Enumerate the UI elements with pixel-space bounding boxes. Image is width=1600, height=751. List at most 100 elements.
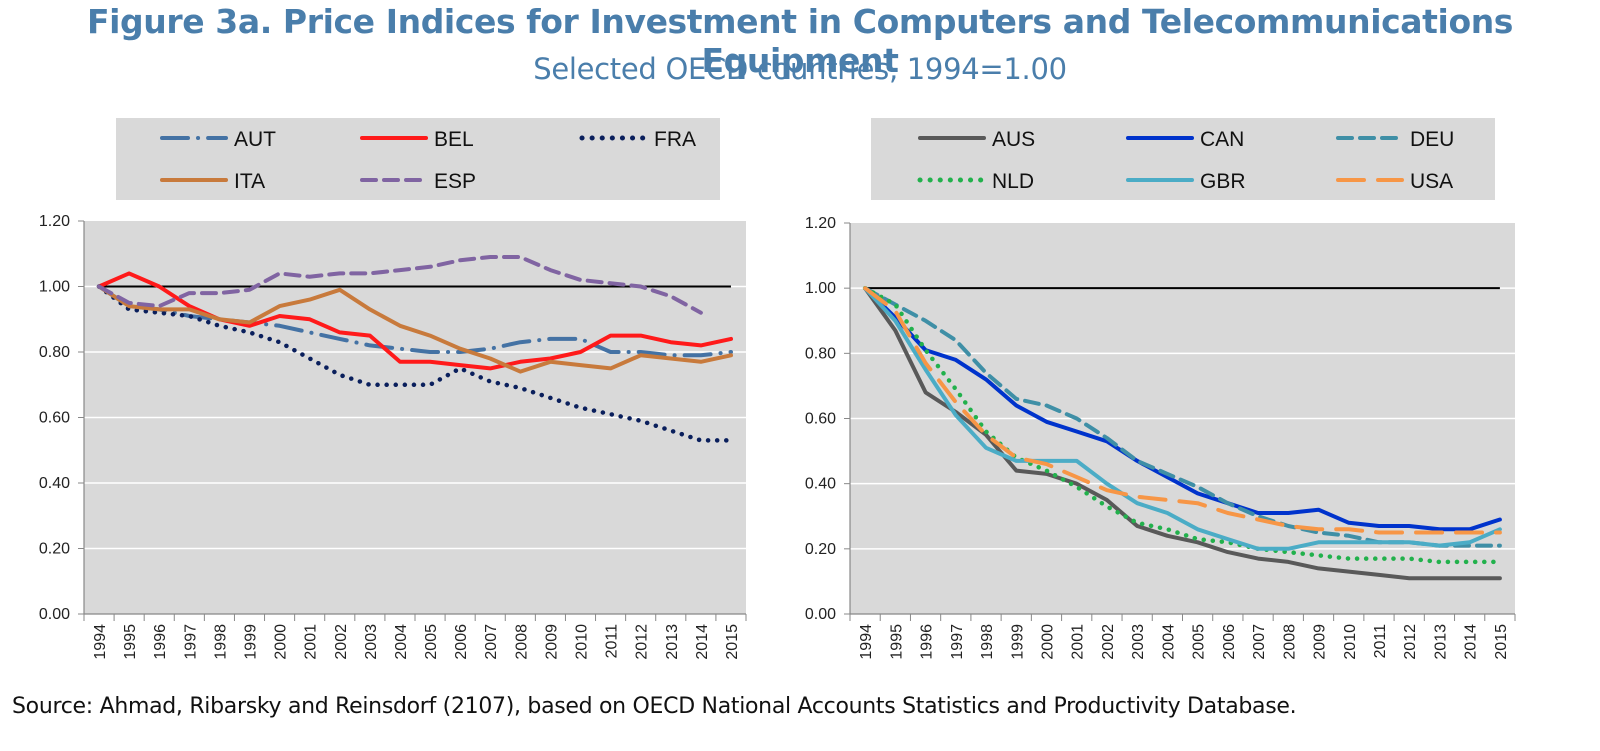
data-point-gbr bbox=[1135, 501, 1139, 505]
data-point-usa bbox=[1498, 531, 1502, 535]
data-point-bel bbox=[398, 360, 402, 364]
data-point-esp bbox=[368, 271, 372, 275]
x-tick-label: 2000 bbox=[1039, 624, 1056, 660]
x-tick-label: 2004 bbox=[1160, 624, 1177, 660]
data-point-esp bbox=[669, 294, 673, 298]
data-point-deu bbox=[984, 371, 988, 375]
data-point-gbr bbox=[1437, 544, 1441, 548]
data-point-usa bbox=[1437, 531, 1441, 535]
data-point-esp bbox=[97, 285, 101, 289]
data-point-esp bbox=[217, 291, 221, 295]
y-tick-label: 1.00 bbox=[39, 279, 70, 296]
data-point-ita bbox=[699, 360, 703, 364]
data-point-aut bbox=[308, 330, 312, 334]
series-line-esp bbox=[97, 255, 703, 315]
data-point-nld bbox=[954, 387, 958, 391]
data-point-usa bbox=[1196, 501, 1200, 505]
data-point-esp bbox=[187, 291, 191, 295]
data-point-fra bbox=[278, 340, 282, 344]
y-tick-label: 1.20 bbox=[39, 213, 70, 230]
data-point-bel bbox=[157, 285, 161, 289]
data-point-fra bbox=[669, 429, 673, 433]
data-point-fra bbox=[217, 324, 221, 328]
legend-label-can: CAN bbox=[1200, 128, 1244, 151]
y-tick-label: 0.80 bbox=[39, 344, 70, 361]
x-tick-label: 1998 bbox=[212, 624, 229, 660]
data-point-bel bbox=[639, 334, 643, 338]
data-point-esp bbox=[548, 268, 552, 272]
legend-label-ita: ITA bbox=[234, 170, 265, 193]
legend-label-esp: ESP bbox=[434, 170, 476, 193]
data-point-can bbox=[1075, 430, 1079, 434]
series-line-nld bbox=[862, 285, 1503, 565]
data-point-ita bbox=[217, 317, 221, 321]
y-tick-label: 0.20 bbox=[39, 541, 70, 558]
data-point-aut bbox=[278, 324, 282, 328]
data-point-ita bbox=[729, 353, 733, 357]
series-line-aut bbox=[97, 284, 733, 358]
data-point-nld bbox=[1075, 485, 1079, 489]
legend: AUT BEL FRA ITA ESP bbox=[116, 118, 720, 200]
x-tick-label: 2002 bbox=[333, 624, 350, 660]
x-tick-label: 2009 bbox=[1312, 624, 1329, 660]
data-point-bel bbox=[338, 330, 342, 334]
data-point-gbr bbox=[1286, 547, 1290, 551]
x-tick-label: 1999 bbox=[1009, 624, 1026, 660]
series-line-usa bbox=[863, 286, 1502, 535]
data-point-can bbox=[1377, 524, 1381, 528]
data-point-aus bbox=[1437, 576, 1441, 580]
data-point-usa bbox=[1256, 518, 1260, 522]
data-point-esp bbox=[278, 271, 282, 275]
data-point-usa bbox=[984, 433, 988, 437]
data-point-nld bbox=[1196, 537, 1200, 541]
data-point-deu bbox=[1347, 534, 1351, 538]
chart-left: 0.00 0.20 0.40 0.60 0.80 1.00 1.20 1994 1995 1996… bbox=[39, 118, 747, 660]
data-point-gbr bbox=[1256, 547, 1260, 551]
x-tick-label: 1994 bbox=[858, 624, 875, 660]
data-point-esp bbox=[338, 271, 342, 275]
data-point-usa bbox=[893, 309, 897, 313]
data-point-fra bbox=[548, 396, 552, 400]
data-point-fra bbox=[639, 419, 643, 423]
x-tick-label: 2015 bbox=[724, 624, 741, 660]
data-point-bel bbox=[518, 360, 522, 364]
data-point-fra bbox=[488, 379, 492, 383]
data-point-fra bbox=[518, 386, 522, 390]
data-point-aut bbox=[368, 343, 372, 347]
y-tick-label: 0.40 bbox=[39, 475, 70, 492]
data-point-usa bbox=[863, 286, 867, 290]
figure-subtitle: Selected OECD countries, 1994=1.00 bbox=[533, 52, 1067, 86]
data-point-aut bbox=[579, 337, 583, 341]
y-tick-label: 1.00 bbox=[805, 280, 836, 297]
x-tick-label: 1996 bbox=[919, 624, 936, 660]
x-tick-label: 2008 bbox=[1281, 624, 1298, 660]
x-tick-label: 2011 bbox=[1372, 624, 1389, 659]
data-point-nld bbox=[1347, 557, 1351, 561]
data-point-gbr bbox=[1468, 540, 1472, 544]
data-point-nld bbox=[924, 348, 928, 352]
data-point-ita bbox=[488, 357, 492, 361]
data-point-esp bbox=[398, 268, 402, 272]
data-point-aus bbox=[1256, 557, 1260, 561]
data-point-aut bbox=[398, 347, 402, 351]
data-point-fra bbox=[308, 357, 312, 361]
data-point-bel bbox=[699, 343, 703, 347]
data-point-gbr bbox=[984, 446, 988, 450]
y-tick-label: 0.60 bbox=[805, 411, 836, 428]
data-point-aut bbox=[548, 337, 552, 341]
data-point-can bbox=[1044, 420, 1048, 424]
x-tick-label: 2001 bbox=[303, 624, 320, 660]
data-point-ita bbox=[458, 347, 462, 351]
x-tick-label: 2007 bbox=[1251, 624, 1268, 660]
data-point-gbr bbox=[1407, 540, 1411, 544]
x-tick-label: 2010 bbox=[574, 624, 591, 660]
chart-right: 0.00 0.20 0.40 0.60 0.80 1.00 1.20 1994 1995 1996… bbox=[805, 118, 1516, 660]
data-point-usa bbox=[1407, 531, 1411, 535]
data-point-fra bbox=[338, 373, 342, 377]
data-point-deu bbox=[924, 319, 928, 323]
x-tick-label: 2008 bbox=[513, 624, 530, 660]
data-point-can bbox=[1286, 511, 1290, 515]
x-tick-label: 2002 bbox=[1100, 624, 1117, 660]
x-tick-label: 2013 bbox=[1432, 624, 1449, 660]
